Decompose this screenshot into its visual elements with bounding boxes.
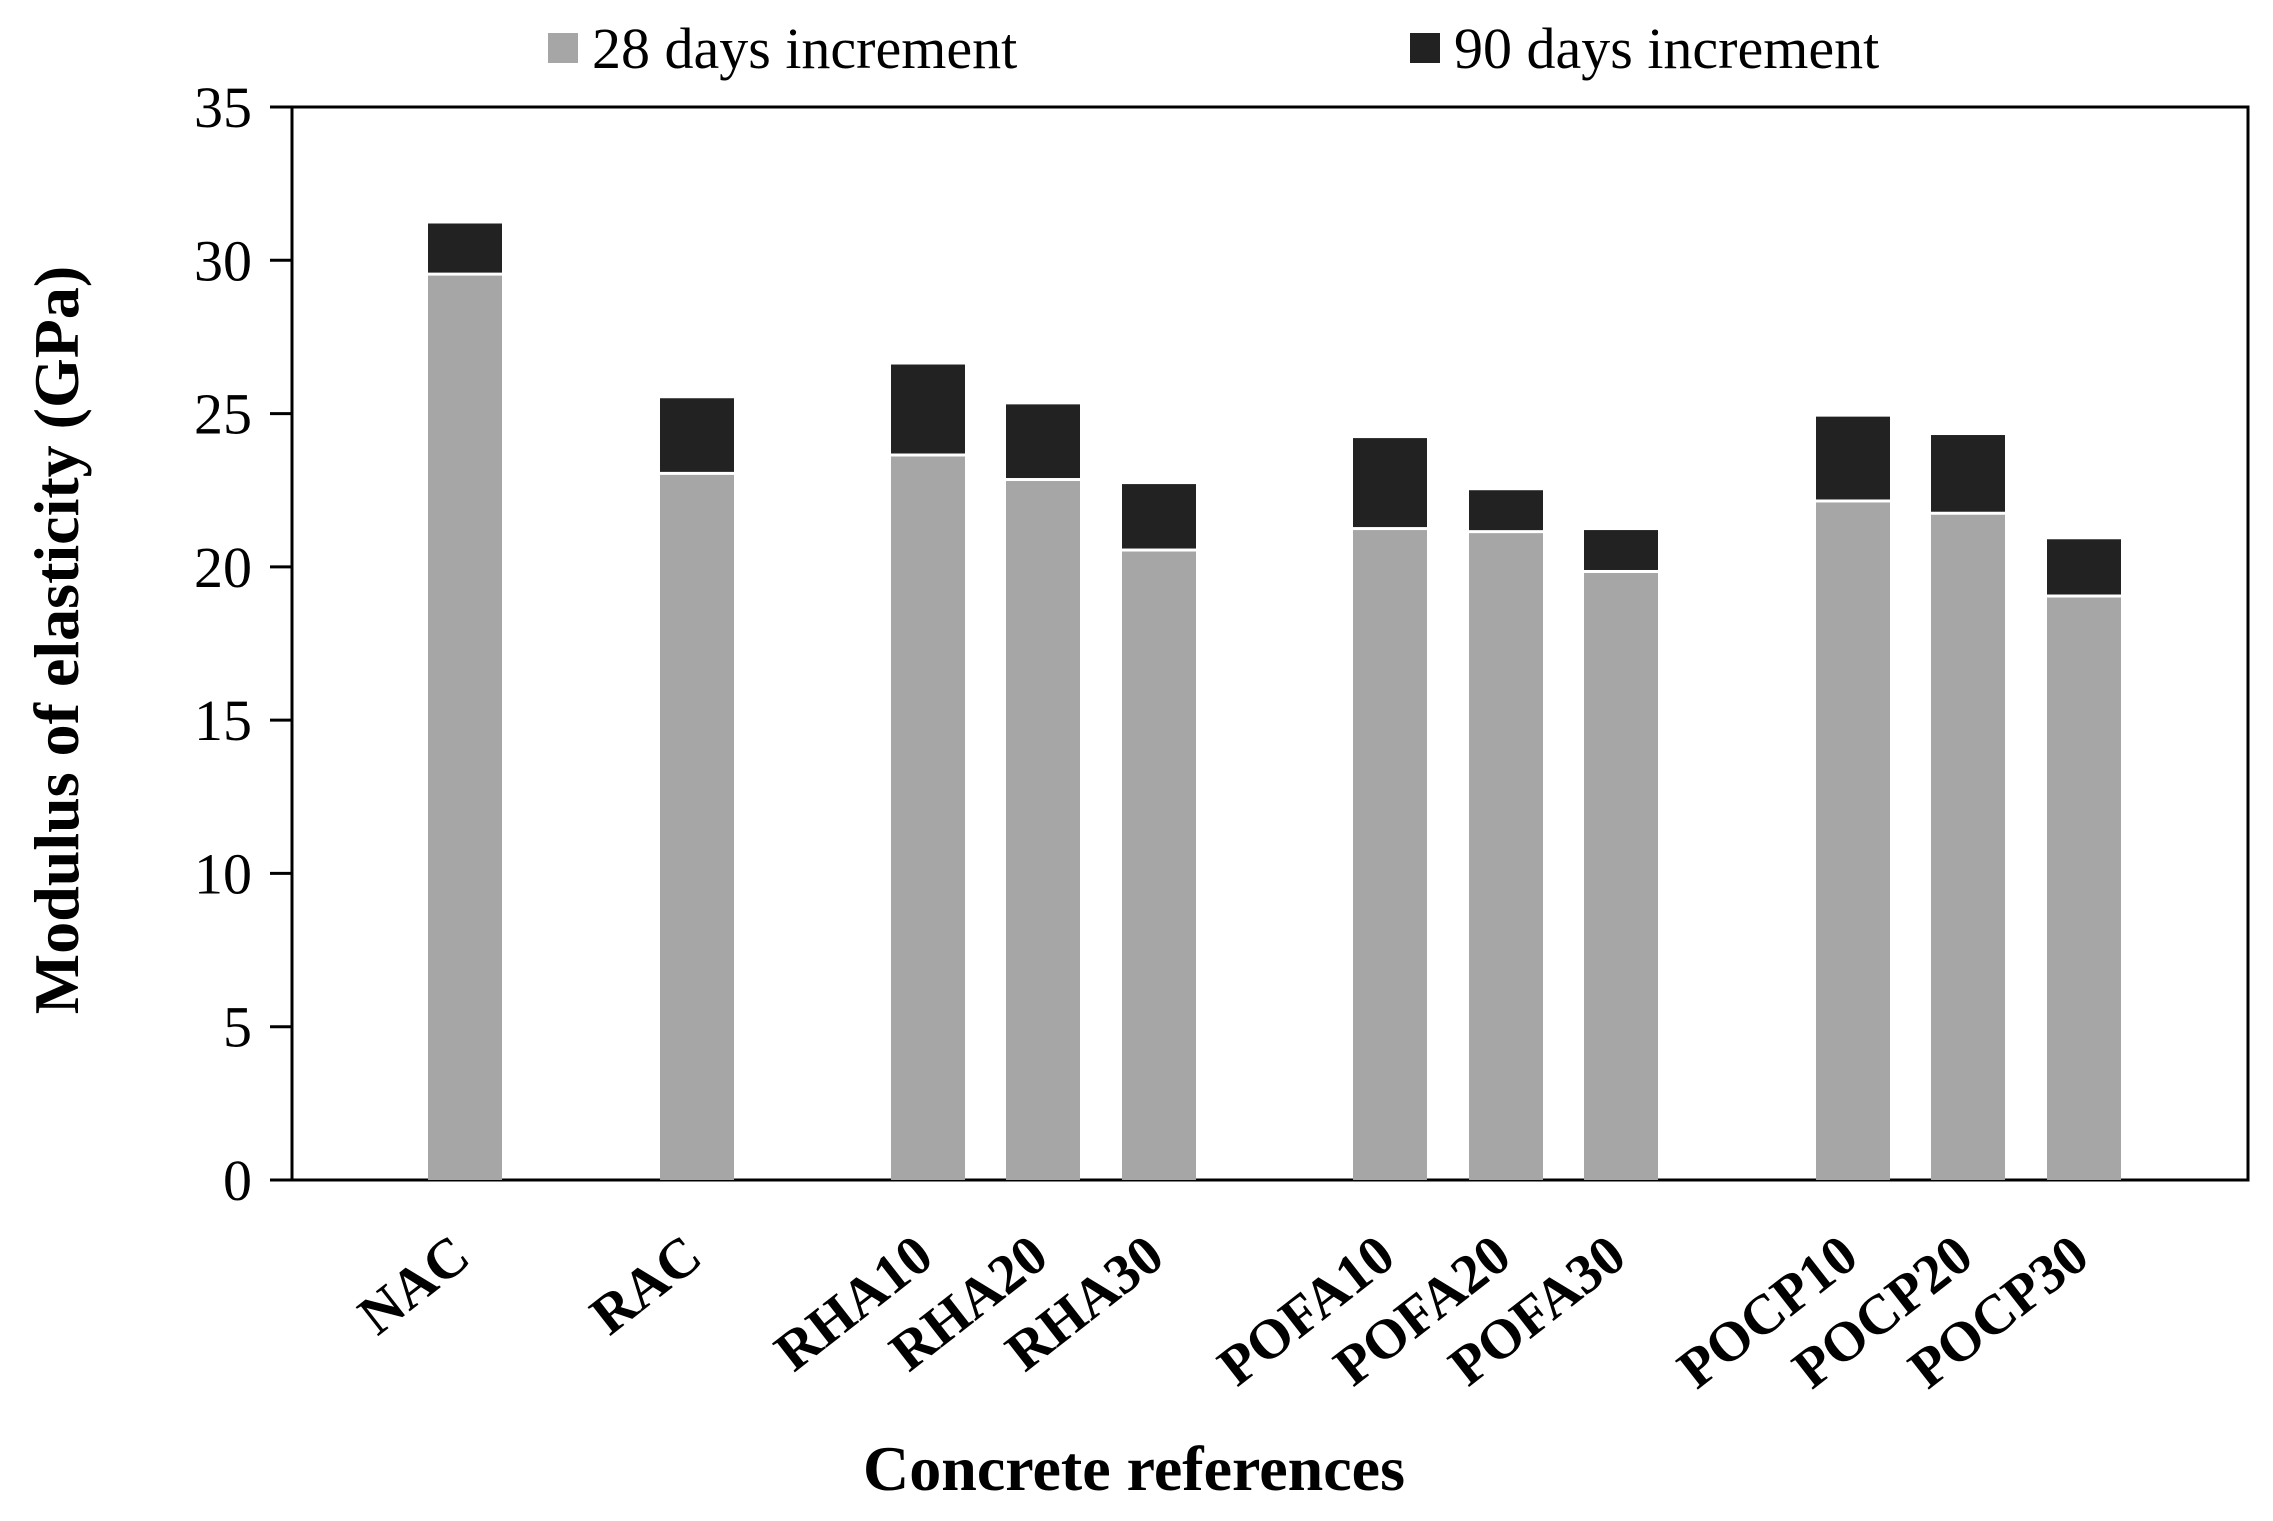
y-tick-label: 35 xyxy=(194,75,252,140)
bar-90-days-rha30 xyxy=(1122,484,1196,549)
plot-area xyxy=(290,105,2250,1182)
legend-swatch-28-days xyxy=(548,33,578,63)
y-axis: 0 5 10 15 20 25 30 35 xyxy=(194,75,292,1213)
legend-swatch-90-days xyxy=(1410,33,1440,63)
bar-90-days-pocp30 xyxy=(2047,539,2121,595)
bar-28-days-pocp10 xyxy=(1816,502,1890,1180)
x-tick-label-rac: RAC xyxy=(579,1223,713,1347)
bar-90-days-pocp10 xyxy=(1816,416,1890,500)
y-tick-label: 0 xyxy=(223,1148,252,1213)
bar-28-days-rha30 xyxy=(1122,551,1196,1180)
legend-label-28-days: 28 days increment xyxy=(592,15,1018,81)
y-tick-label: 20 xyxy=(194,535,252,600)
bar-28-days-pofa30 xyxy=(1584,572,1658,1180)
legend-label-90-days: 90 days increment xyxy=(1454,15,1880,81)
bar-28-days-pocp20 xyxy=(1931,514,2005,1180)
y-axis-label: Modulus of elasticity (GPa) xyxy=(21,266,92,1014)
bar-28-days-nac xyxy=(428,275,502,1181)
bar-28-days-rac xyxy=(660,474,734,1180)
bar-90-days-rha20 xyxy=(1006,404,1080,479)
bar-90-days-rha10 xyxy=(891,364,965,454)
bar-90-days-nac xyxy=(428,223,502,273)
y-tick-label: 15 xyxy=(194,688,252,753)
x-axis-label: Concrete references xyxy=(863,1433,1405,1504)
legend-item-28-days: 28 days increment xyxy=(548,8,1017,88)
bar-28-days-pofa20 xyxy=(1469,533,1543,1180)
bar-28-days-pofa10 xyxy=(1353,530,1427,1180)
bar-28-days-rha10 xyxy=(891,456,965,1180)
bar-90-days-pocp20 xyxy=(1931,435,2005,512)
bar-90-days-pofa30 xyxy=(1584,530,1658,570)
bars xyxy=(428,223,2121,1181)
y-tick-label: 5 xyxy=(223,995,252,1060)
legend-item-90-days: 90 days increment xyxy=(1410,8,1879,88)
bar-90-days-rac xyxy=(660,398,734,472)
y-tick-label: 10 xyxy=(194,841,252,906)
bar-90-days-pofa10 xyxy=(1353,438,1427,528)
bar-28-days-rha20 xyxy=(1006,481,1080,1180)
bar-28-days-pocp30 xyxy=(2047,597,2121,1180)
x-tick-label-nac: NAC xyxy=(347,1223,481,1347)
bar-90-days-pofa20 xyxy=(1469,490,1543,531)
y-tick-label: 25 xyxy=(194,382,252,447)
y-tick-label: 30 xyxy=(194,228,252,293)
